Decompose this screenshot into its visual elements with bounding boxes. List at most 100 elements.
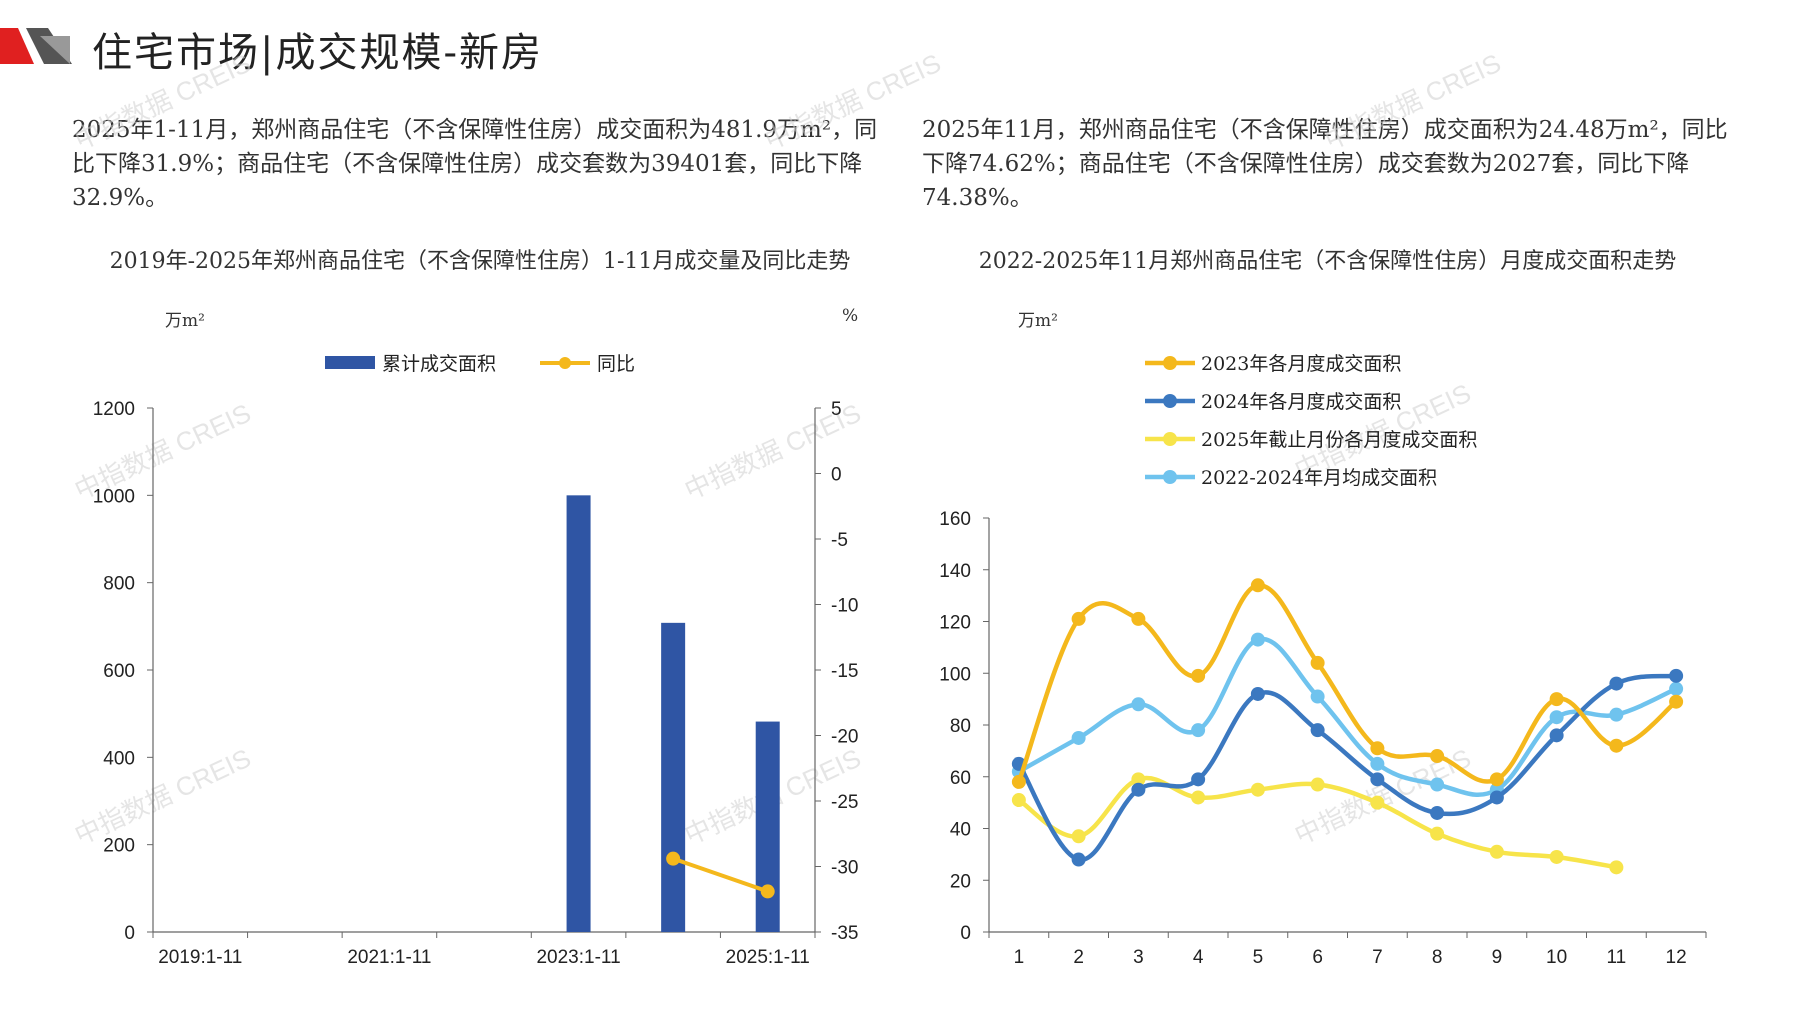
y-tick-label: 400 [103, 748, 135, 769]
y-tick-label: 600 [103, 661, 135, 682]
y-tick-label: 100 [939, 664, 971, 685]
series-point-2 [1370, 795, 1385, 810]
series-point-0 [1250, 578, 1265, 593]
x-tick-label: 11 [1607, 947, 1627, 968]
y2-tick-label: -5 [831, 530, 848, 551]
y-tick-label: 200 [103, 836, 135, 857]
series-point-2 [1609, 860, 1624, 875]
y-tick-label: 0 [124, 923, 135, 944]
x-tick-label: 9 [1492, 947, 1503, 968]
y-tick-label: 1200 [93, 399, 135, 420]
series-point-1 [1131, 782, 1146, 797]
legend-label-1: 2024年各月度成交面积 [1201, 391, 1401, 413]
page-title: 住宅市场|成交规模-新房 [92, 30, 543, 76]
chart-title-annual: 2019年-2025年郑州商品住宅（不含保障性住房）1-11月成交量及同比走势 [109, 249, 851, 274]
legend-label-3: 2022-2024年月均成交面积 [1201, 467, 1437, 489]
bar-2025:1-11 [755, 721, 780, 932]
series-point-2 [1430, 826, 1445, 841]
series-point-0 [1549, 692, 1564, 707]
x-tick-label: 2021:1-11 [347, 947, 431, 968]
y-tick-label: 140 [939, 561, 971, 582]
series-point-0 [1370, 741, 1385, 756]
bar-2023:1-11 [566, 495, 591, 932]
series-point-1 [1430, 805, 1445, 820]
x-tick-label: 12 [1666, 947, 1687, 968]
series-point-1 [1370, 772, 1385, 787]
series-point-0 [1489, 772, 1504, 787]
watermark-text: 中指数据 CREIS [70, 743, 256, 851]
series-point-0 [1071, 611, 1086, 626]
y-tick-label: 40 [950, 820, 971, 841]
y-axis-unit-left: 万m² [165, 311, 205, 331]
series-point-1 [1250, 686, 1265, 701]
yoy-line [672, 856, 769, 894]
y2-tick-label: 0 [831, 465, 842, 486]
y-tick-label: 80 [950, 716, 971, 737]
summary-right: 2025年11月，郑州商品住宅（不含保障性住房）成交面积为24.48万m²，同比… [922, 117, 1728, 211]
series-point-0 [1609, 738, 1624, 753]
series-point-3 [1370, 756, 1385, 771]
y2-axis-unit: % [842, 306, 859, 326]
yoy-point [666, 851, 681, 866]
x-tick-label: 8 [1432, 947, 1443, 968]
x-tick-label: 2 [1073, 947, 1084, 968]
legend-marker-3 [1163, 470, 1177, 484]
y2-tick-label: -20 [831, 727, 858, 748]
series-point-2 [1310, 777, 1325, 792]
y2-tick-label: -35 [831, 923, 858, 944]
series-point-2 [1131, 772, 1146, 787]
legend-label-2: 2025年截止月份各月度成交面积 [1201, 429, 1477, 451]
series-point-0 [1669, 694, 1684, 709]
series-point-3 [1669, 681, 1684, 696]
legend-label-bar: 累计成交面积 [382, 353, 496, 375]
x-tick-label: 5 [1253, 947, 1264, 968]
series-point-2 [1191, 790, 1206, 805]
x-tick-label: 2025:1-11 [726, 947, 810, 968]
series-point-0 [1310, 655, 1325, 670]
watermark-text: 中指数据 CREIS [70, 48, 256, 156]
x-tick-label: 6 [1312, 947, 1323, 968]
legend-swatch-bar [325, 356, 375, 369]
series-point-0 [1131, 611, 1146, 626]
x-tick-label: 3 [1133, 947, 1144, 968]
y2-tick-label: -30 [831, 858, 858, 879]
y-tick-label: 120 [939, 613, 971, 634]
legend-marker-0 [1163, 356, 1177, 370]
annual-chart: 0 200 400 600 800 1000 1200 -35 -30 -25 -20 -15 -10 -… [93, 353, 859, 968]
y-tick-label: 800 [103, 574, 135, 595]
series-point-1 [1549, 728, 1564, 743]
series-point-3 [1131, 697, 1146, 712]
watermark-text: 中指数据 CREIS [1320, 48, 1506, 156]
series-point-3 [1071, 730, 1086, 745]
series-point-3 [1430, 777, 1445, 792]
legend-marker-2 [1163, 432, 1177, 446]
series-point-3 [1609, 707, 1624, 722]
bar-2024:1-11 [661, 622, 686, 932]
y-tick-label: 0 [960, 923, 971, 944]
series-point-2 [1250, 782, 1265, 797]
y-tick-label: 1000 [93, 486, 135, 507]
y-tick-label: 160 [939, 509, 971, 530]
y-axis-unit-right: 万m² [1018, 311, 1058, 331]
y2-tick-label: -10 [831, 596, 858, 617]
series-point-2 [1489, 844, 1504, 859]
series-point-0 [1191, 668, 1206, 683]
y-tick-label: 20 [950, 871, 971, 892]
yoy-point [760, 884, 775, 899]
series-point-3 [1549, 710, 1564, 725]
legend-marker-1 [1163, 394, 1177, 408]
series-point-2 [1071, 829, 1086, 844]
series-point-1 [1191, 772, 1206, 787]
x-tick-label: 2019:1-11 [158, 947, 242, 968]
series-point-0 [1430, 749, 1445, 764]
y-tick-label: 60 [950, 768, 971, 789]
y2-tick-label: -15 [831, 661, 858, 682]
y2-tick-label: -25 [831, 792, 858, 813]
summary-left: 2025年1-11月，郑州商品住宅（不含保障性住房）成交面积为481.9万m²，… [72, 117, 878, 211]
series-point-3 [1250, 632, 1265, 647]
chart-title-monthly: 2022-2025年11月郑州商品住宅（不含保障性住房）月度成交面积走势 [978, 249, 1677, 274]
legend-marker-yoy [559, 357, 571, 369]
x-tick-label: 4 [1193, 947, 1204, 968]
